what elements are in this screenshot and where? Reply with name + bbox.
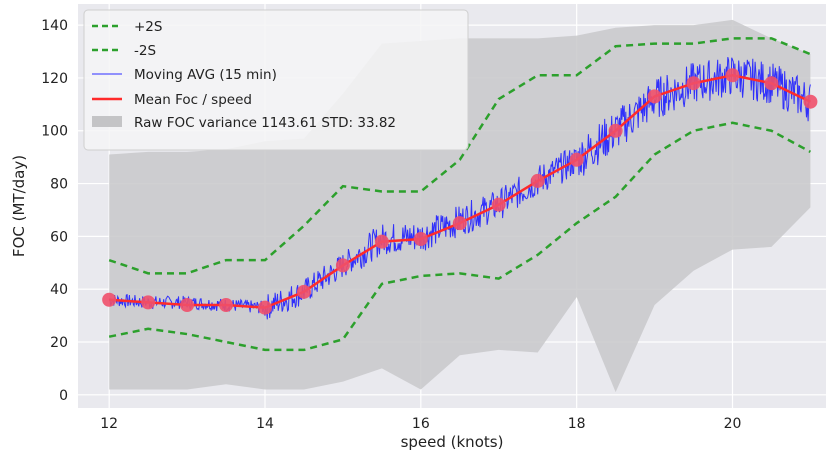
y-tick-label: 40 — [50, 282, 68, 298]
legend-box — [83, 9, 469, 151]
x-axis-label: speed (knots) — [401, 433, 504, 451]
legend-label-plus2s: +2S — [134, 19, 162, 35]
y-axis-label: FOC (MT/day) — [10, 155, 28, 257]
mean-point — [569, 152, 584, 167]
mean-point — [335, 258, 350, 273]
mean-point — [803, 94, 818, 109]
mean-markers-layer — [102, 68, 818, 315]
y-tick-label: 0 — [59, 388, 68, 404]
y-tick-label: 120 — [41, 71, 68, 87]
y-tick-label: 80 — [50, 177, 68, 193]
x-tick-label: 18 — [568, 416, 586, 432]
mean-point — [725, 68, 740, 83]
legend-swatch-variance — [92, 116, 122, 127]
series-plus2s-line — [108, 37, 811, 275]
legend-label-mean: Mean Foc / speed — [134, 92, 252, 108]
mean-point — [764, 76, 779, 91]
x-tick-label: 14 — [256, 416, 274, 432]
mean-point — [180, 298, 195, 313]
mean-point — [219, 298, 234, 313]
mean-point — [686, 76, 701, 91]
x-tick-label: 20 — [724, 416, 742, 432]
x-tick-label: 16 — [412, 416, 430, 432]
tick-labels: 12 14 16 18 20 0 20 40 60 80 100 120 140 — [41, 18, 741, 432]
y-tick-label: 60 — [50, 229, 68, 245]
legend: +2S -2S Moving AVG (15 min) Mean Foc / s… — [83, 9, 469, 151]
x-tick-label: 12 — [100, 416, 118, 432]
legend-label-minus2s: -2S — [134, 43, 156, 59]
series-minus2s-line — [108, 121, 812, 352]
mean-point — [258, 300, 272, 315]
mean-point — [102, 292, 117, 307]
mean-point — [530, 173, 545, 188]
legend-label-moving-avg: Moving AVG (15 min) — [134, 67, 277, 83]
mean-point — [608, 123, 623, 138]
y-tick-label: 140 — [41, 18, 68, 34]
y-tick-label: 100 — [41, 124, 68, 140]
mean-point — [296, 284, 311, 299]
mean-point — [647, 89, 662, 104]
legend-label-variance: Raw FOC variance 1143.61 STD: 33.82 — [134, 115, 396, 131]
mean-point — [491, 197, 506, 212]
mean-point — [374, 234, 389, 249]
mean-point — [141, 295, 156, 310]
y-tick-label: 20 — [50, 335, 68, 351]
mean-point — [452, 216, 467, 231]
mean-point — [413, 232, 428, 247]
